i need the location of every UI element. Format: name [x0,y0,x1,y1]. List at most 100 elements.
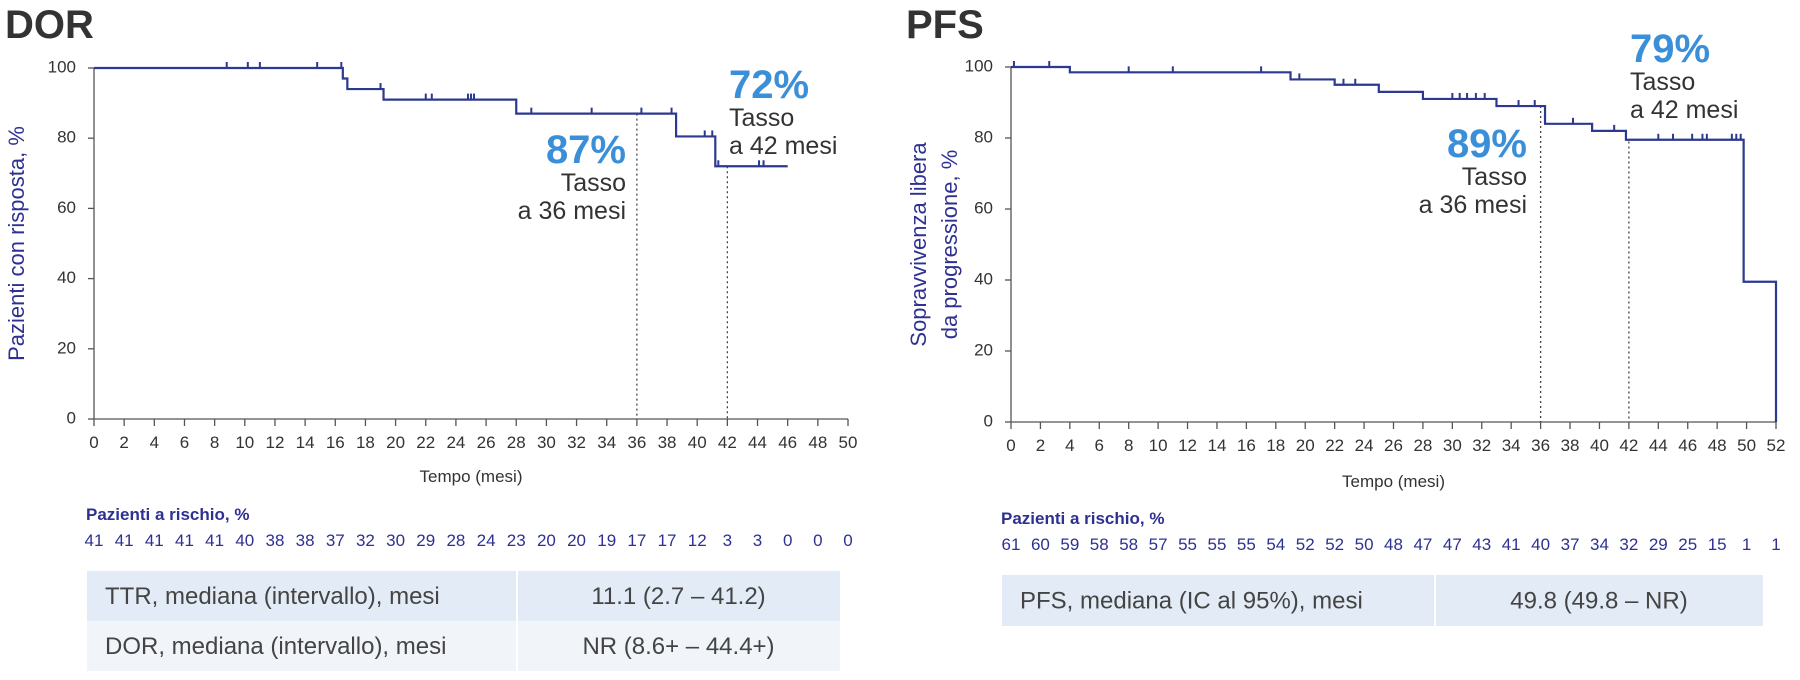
at-risk-value: 40 [235,531,254,550]
y-tick-label: 60 [974,198,993,217]
table-row [87,571,840,621]
at-risk-value: 28 [446,531,465,550]
at-risk-value: 32 [356,531,375,550]
at-risk-value: 17 [627,531,646,550]
x-tick-label: 8 [210,433,219,452]
x-tick-label: 28 [1413,436,1432,455]
x-tick-label: 24 [1355,436,1374,455]
x-tick-label: 0 [1006,436,1015,455]
y-tick-label: 40 [974,269,993,288]
at-risk-value: 29 [416,531,435,550]
x-tick-label: 2 [1036,436,1045,455]
x-tick-label: 40 [1590,436,1609,455]
annotation-text: a 36 mesi [518,197,626,225]
x-tick-label: 44 [1649,436,1668,455]
x-tick-label: 10 [1149,436,1168,455]
at-risk-value: 38 [265,531,284,550]
x-tick-label: 16 [326,433,345,452]
x-tick-label: 4 [150,433,159,452]
x-tick-label: 12 [1178,436,1197,455]
x-tick-label: 34 [1502,436,1521,455]
at-risk-value: 24 [477,531,496,550]
at-risk-value: 41 [145,531,164,550]
y-tick-label: 0 [984,411,993,430]
at-risk-value: 41 [85,531,104,550]
x-tick-label: 8 [1124,436,1133,455]
x-tick-label: 40 [688,433,707,452]
x-tick-label: 32 [1472,436,1491,455]
annotation-text: Tasso [561,169,626,197]
annotation-text: a 42 mesi [729,132,837,160]
x-tick-label: 48 [1708,436,1727,455]
x-tick-label: 42 [718,433,737,452]
table-cell: NR (8.6+ – 44.4+) [582,633,774,660]
x-tick-label: 26 [477,433,496,452]
table-cell: PFS, mediana (IC al 95%), mesi [1020,588,1363,615]
at-risk-value: 52 [1296,535,1315,554]
x-tick-label: 24 [446,433,465,452]
x-tick-label: 36 [1531,436,1550,455]
at-risk-value: 41 [115,531,134,550]
at-risk-value: 41 [175,531,194,550]
x-tick-label: 52 [1767,436,1786,455]
at-risk-value: 37 [326,531,345,550]
annotation-value: 87% [546,128,626,172]
survival-curve [94,66,788,168]
x-axis-label: Tempo (mesi) [420,467,523,486]
at-risk-value: 50 [1355,535,1374,554]
y-tick-label: 100 [965,56,993,75]
at-risk-value: 52 [1325,535,1344,554]
x-tick-label: 30 [537,433,556,452]
y-tick-label: 60 [57,198,76,217]
x-axis-label: Tempo (mesi) [1342,472,1445,491]
annotation-value: 89% [1447,122,1527,166]
x-tick-label: 44 [748,433,767,452]
at-risk-value: 58 [1090,535,1109,554]
at-risk-value: 19 [597,531,616,550]
y-tick-label: 80 [57,128,76,147]
at-risk-value: 59 [1060,535,1079,554]
annotation-text: Tasso [1462,163,1527,191]
x-tick-label: 2 [119,433,128,452]
at-risk-value: 12 [688,531,707,550]
x-tick-label: 14 [1208,436,1227,455]
table-cell: 11.1 (2.7 – 41.2) [591,583,765,610]
y-tick-label: 0 [67,408,76,427]
at-risk-value: 47 [1443,535,1462,554]
table-row [1002,575,1763,626]
x-tick-label: 26 [1384,436,1403,455]
y-tick-label: 100 [48,57,76,76]
x-tick-label: 38 [658,433,677,452]
at-risk-value: 23 [507,531,526,550]
at-risk-value: 55 [1178,535,1197,554]
x-tick-label: 4 [1065,436,1074,455]
y-tick-label: 20 [57,338,76,357]
y-axis-label: da progressione, % [937,150,962,340]
y-tick-label: 40 [57,268,76,287]
at-risk-value: 57 [1149,535,1168,554]
at-risk-value: 15 [1708,535,1727,554]
at-risk-value: 30 [386,531,405,550]
x-tick-label: 28 [507,433,526,452]
x-tick-label: 18 [356,433,375,452]
at-risk-value: 17 [658,531,677,550]
x-tick-label: 42 [1619,436,1638,455]
annotation-text: a 42 mesi [1630,96,1738,124]
table-row [87,621,840,671]
x-tick-label: 0 [89,433,98,452]
x-tick-label: 32 [567,433,586,452]
at-risk-value: 29 [1649,535,1668,554]
at-risk-label: Pazienti a rischio, % [1001,509,1164,528]
at-risk-value: 3 [723,531,732,550]
at-risk-value: 55 [1237,535,1256,554]
at-risk-value: 48 [1384,535,1403,554]
y-axis-label: Sopravvivenza libera [906,142,931,347]
table-cell: 49.8 (49.8 – NR) [1510,588,1687,615]
x-tick-label: 12 [265,433,284,452]
annotation-text: Tasso [1630,68,1695,96]
y-tick-label: 80 [974,127,993,146]
at-risk-label: Pazienti a rischio, % [86,505,249,524]
x-tick-label: 22 [416,433,435,452]
x-tick-label: 48 [808,433,827,452]
